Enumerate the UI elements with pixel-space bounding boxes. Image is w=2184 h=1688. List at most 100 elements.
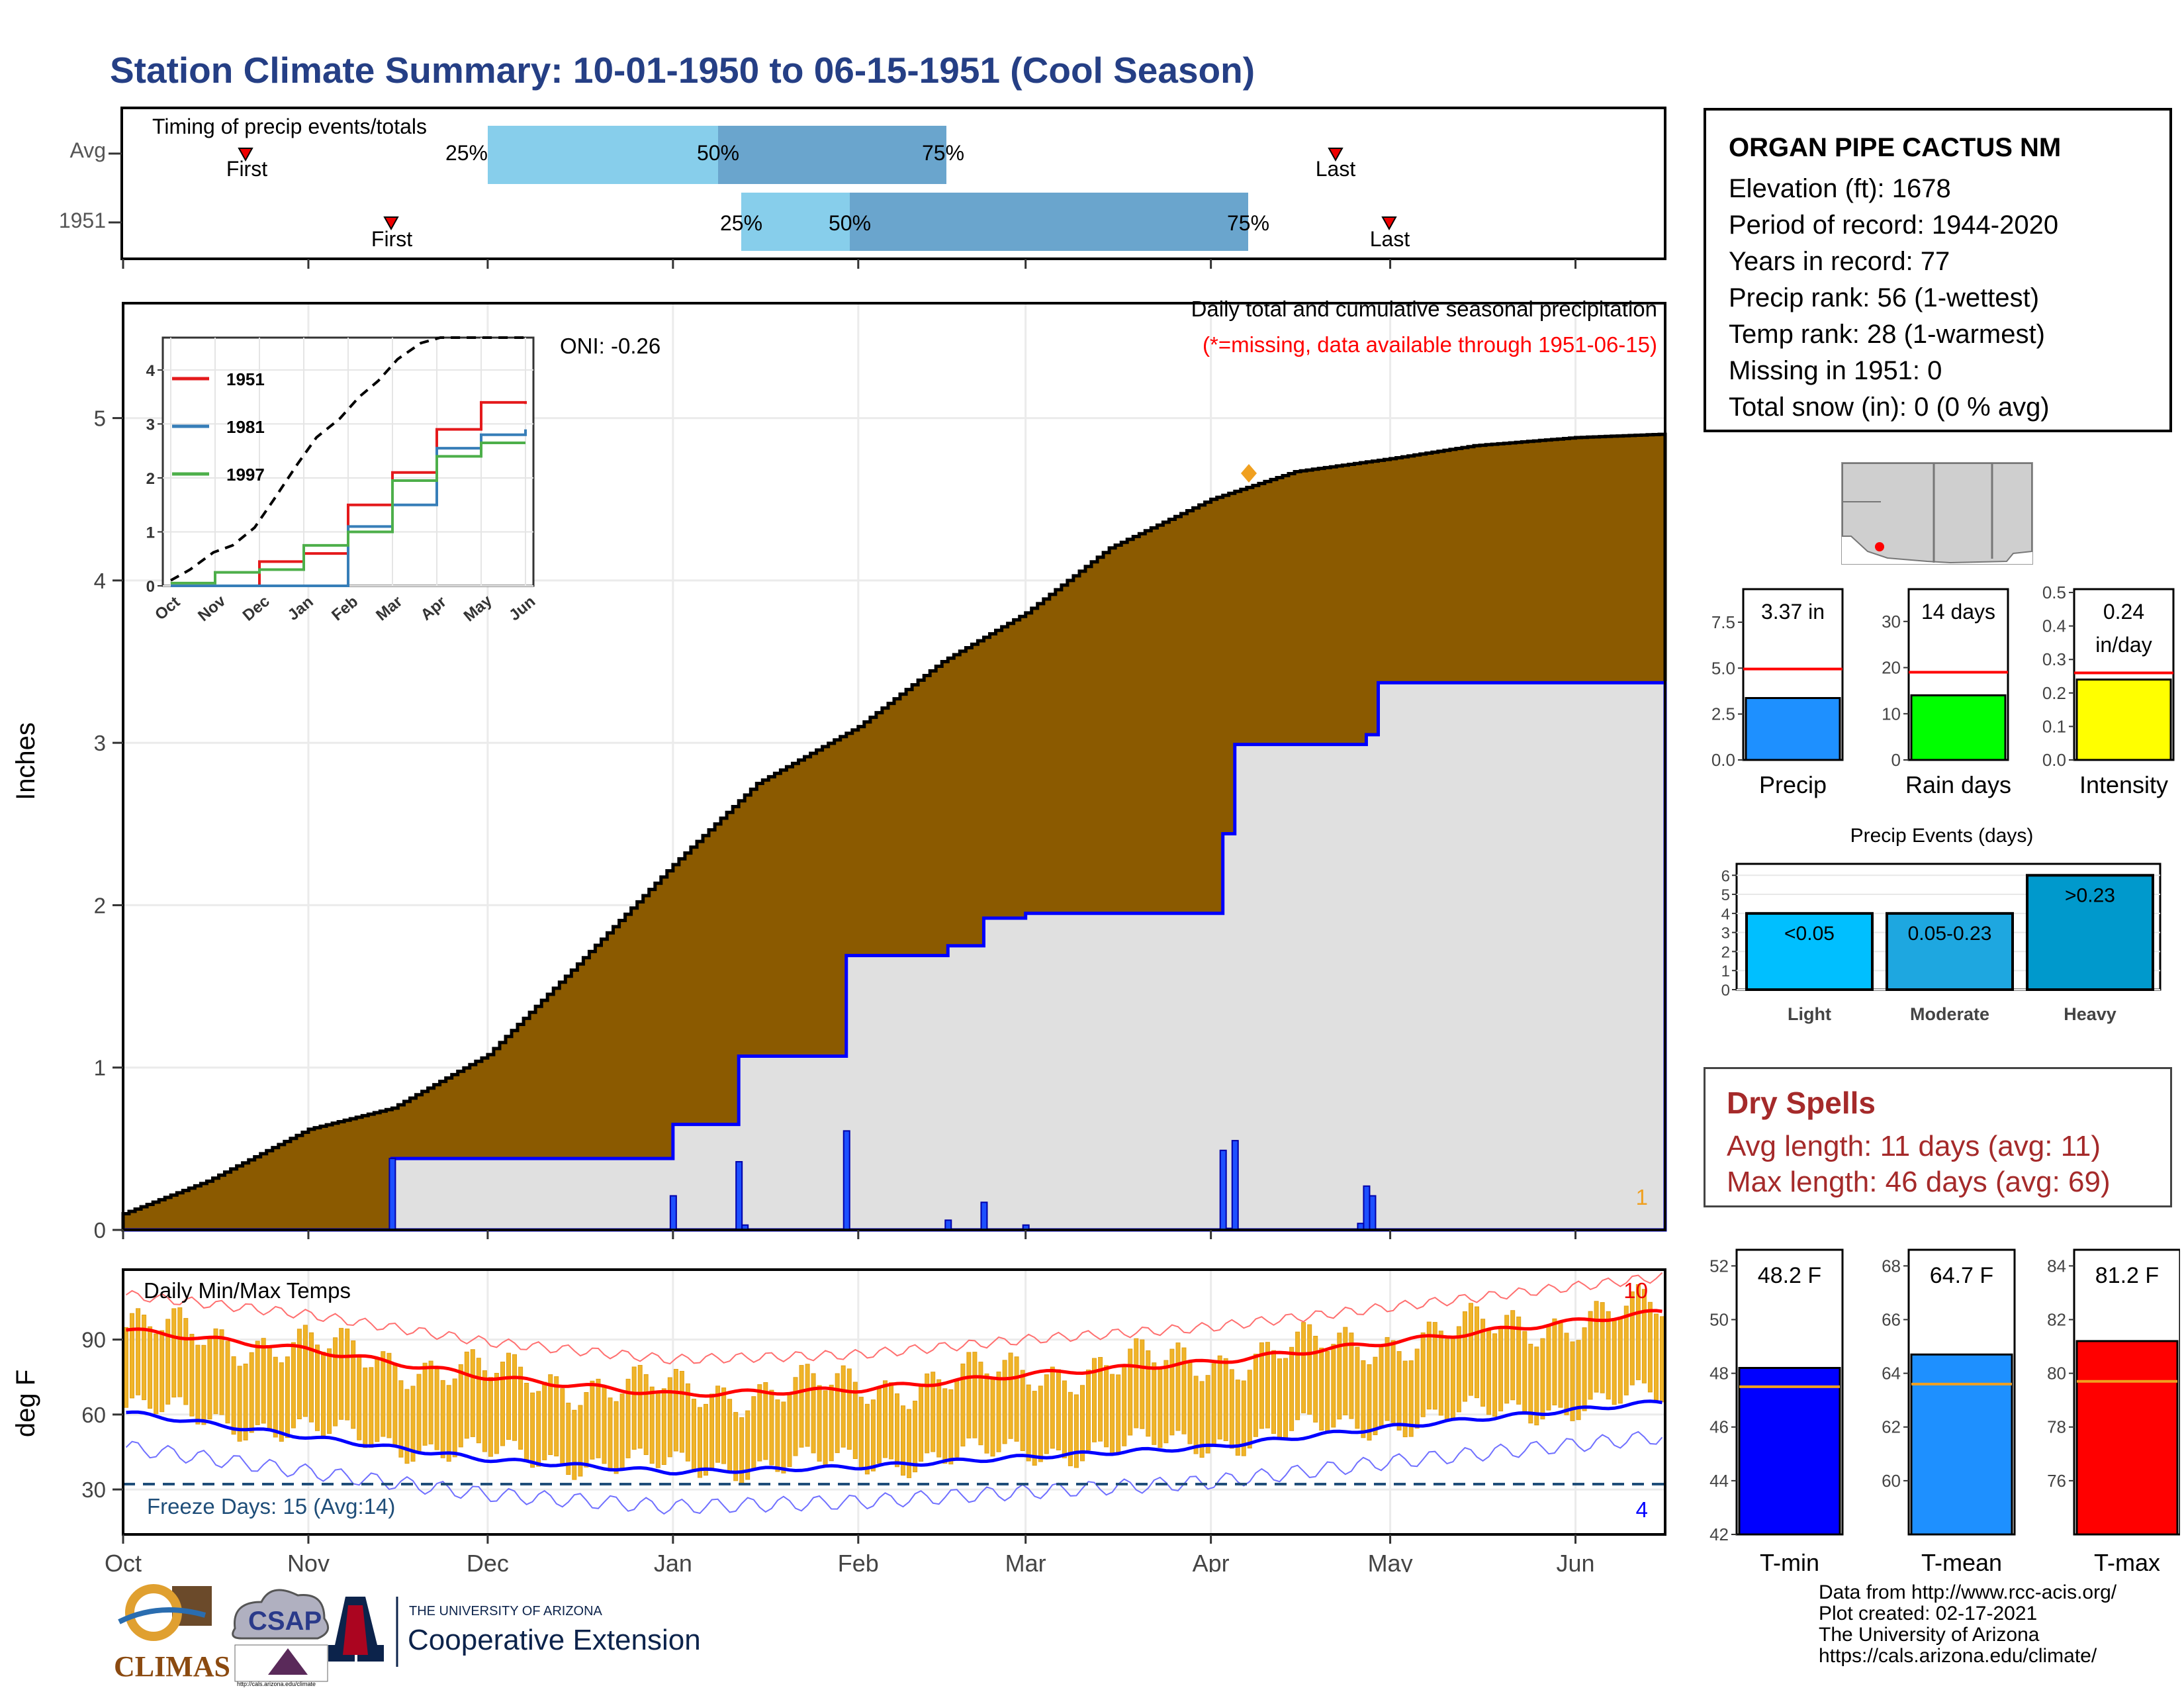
temp-summary-value: 64.7 F [1930, 1263, 1993, 1288]
temp-summary-bar-t-max [2075, 1340, 2179, 1536]
daily-temp-bar [1098, 1357, 1103, 1442]
daily-temp-bar [781, 1401, 786, 1474]
credit-line: Data from http://www.rcc-acis.org/ [1819, 1581, 2117, 1603]
daily-temp-bar [936, 1379, 942, 1458]
inset-legend-label: 1997 [226, 465, 265, 485]
page-title: Station Climate Summary: 10-01-1950 to 0… [110, 50, 1255, 91]
inset-y-tick-label: 1 [146, 524, 155, 541]
daily-temp-bar [315, 1344, 320, 1431]
daily-temp-bar [984, 1373, 989, 1454]
temp-ylabel: deg F [11, 1370, 40, 1437]
daily-temp-bar [195, 1344, 201, 1425]
month-label: May [1368, 1550, 1413, 1572]
daily-temp-bar [231, 1356, 236, 1435]
daily-temp-bar [846, 1368, 852, 1450]
summary-y-tick-label: 10 [1882, 704, 1901, 724]
daily-temp-bar [1193, 1376, 1199, 1454]
station-location-dot [1875, 542, 1884, 551]
daily-temp-bar [901, 1405, 905, 1476]
daily-temp-bar [907, 1409, 912, 1478]
daily-temp-bar [852, 1382, 858, 1459]
map-states [1842, 463, 2032, 564]
temp-summary-y-tick-label: 48 [1709, 1364, 1729, 1383]
precip-corner-count: 1 [1636, 1185, 1648, 1209]
daily-temp-bar [494, 1373, 499, 1454]
temp-summary-bar-t-min [1738, 1366, 1841, 1536]
avg-first-label: First [226, 157, 267, 181]
daily-temp-bar [207, 1336, 212, 1420]
summary-y-tick-label: 0.3 [2042, 649, 2066, 669]
daily-temp-bar [751, 1396, 756, 1470]
daily-temp-bar [1475, 1306, 1479, 1399]
daily-temp-bar [1331, 1344, 1336, 1428]
summary-y-tick-label: 0 [1891, 750, 1901, 770]
daily-temp-bar [434, 1368, 439, 1450]
inset-avg-dashed-line [170, 336, 524, 582]
daily-temp-bar [183, 1318, 189, 1405]
daily-temp-bar [1073, 1394, 1079, 1468]
daily-temp-bar [763, 1382, 768, 1460]
daily-temp-bar [237, 1366, 242, 1442]
summary-y-tick-label: 7.5 [1711, 612, 1735, 632]
summary-bar-precip [1745, 697, 1841, 761]
daily-temp-bar [1038, 1385, 1043, 1462]
summary-y-tick-label: 0.0 [1711, 750, 1735, 770]
daily-temp-bar [889, 1382, 893, 1460]
daily-temp-bar [560, 1388, 565, 1465]
daily-temp-bar [799, 1365, 804, 1448]
daily-temp-bar [464, 1351, 469, 1439]
events-y-tick-label: 0 [1721, 982, 1730, 1000]
daily-temp-bar [960, 1363, 966, 1447]
dry-spells-box: Dry Spells Avg length: 11 days (avg: 11)… [1704, 1067, 2172, 1207]
daily-temp-bar [1175, 1342, 1181, 1431]
daily-temp-bar [148, 1326, 153, 1409]
daily-temp-bar [1199, 1381, 1205, 1458]
events-y-tick-label: 4 [1721, 906, 1730, 923]
summary-label: Intensity [2079, 771, 2168, 798]
avg-q25-label: 25% [445, 141, 488, 165]
station-period: Period of record: 1944-2020 [1729, 211, 2059, 240]
daily-temp-bar [351, 1340, 356, 1429]
daily-temp-bar [1552, 1318, 1557, 1405]
avg-min-line [126, 1399, 1662, 1476]
daily-temp-bar [1050, 1366, 1055, 1449]
daily-temp-bar [1086, 1370, 1091, 1451]
csap-text: CSAP [248, 1607, 322, 1636]
events-y-tick-label: 1 [1721, 962, 1730, 980]
daily-temp-bar [1337, 1333, 1342, 1420]
daily-temp-bar [1379, 1344, 1384, 1427]
daily-temp-bar [1020, 1370, 1025, 1451]
station-name: ORGAN PIPE CACTUS NM [1729, 133, 2062, 162]
daily-temp-bar [339, 1328, 344, 1420]
precip-missing-note: (*=missing, data available through 1951-… [1203, 332, 1657, 357]
dry-spells-avg: Avg length: 11 days (avg: 11) [1727, 1130, 2101, 1162]
events-bar-label: 0.05-0.23 [1908, 923, 1992, 945]
daily-temp-bar [721, 1387, 727, 1464]
daily-temp-bar [554, 1376, 559, 1457]
daily-temp-bar [1408, 1360, 1414, 1437]
daily-temp-bar [159, 1330, 165, 1413]
station-precip-rank: Precip rank: 56 (1-wettest) [1729, 283, 2040, 312]
daily-temp-bar [614, 1401, 619, 1474]
daily-temp-bar [637, 1365, 643, 1449]
events-category-label: Moderate [1910, 1004, 1989, 1024]
dry-spells-max: Max length: 46 days (avg: 69) [1727, 1166, 2111, 1198]
daily-temp-bar [619, 1393, 625, 1469]
temp-panel: deg F Daily Min/Max Temps Freeze Days: 1… [11, 1268, 1666, 1572]
daily-temp-bar [1492, 1333, 1498, 1417]
yr-last-label: Last [1370, 227, 1410, 251]
daily-temp-bar [1307, 1324, 1312, 1415]
events-y-tick-label: 5 [1721, 886, 1730, 904]
daily-temp-bar [1588, 1311, 1593, 1400]
daily-temp-bar [596, 1378, 601, 1458]
temp-summary-y-tick-label: 82 [2047, 1309, 2066, 1329]
daily-temp-bar [1570, 1341, 1575, 1421]
daily-temp-bar [1104, 1365, 1109, 1448]
daily-temp-bar [1152, 1362, 1157, 1445]
daily-temp-bar [1463, 1311, 1467, 1402]
daily-temp-bar [876, 1388, 882, 1464]
daily-temp-bar [1319, 1347, 1324, 1431]
daily-temp-bar [1140, 1339, 1145, 1429]
yr-q75-label: 75% [1227, 211, 1269, 235]
daily-temp-bar [625, 1378, 631, 1458]
